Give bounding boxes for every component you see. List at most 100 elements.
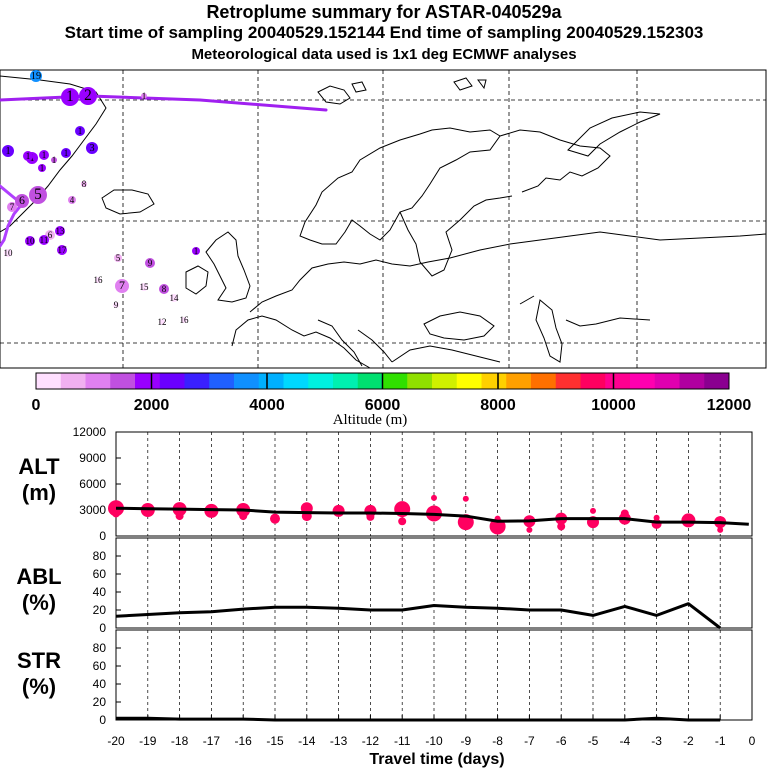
ytick-label: 3000 xyxy=(79,503,106,517)
plume-cluster-marker xyxy=(57,245,67,255)
colorbar-swatch xyxy=(135,373,161,389)
altitude-cluster-dot xyxy=(398,517,407,526)
colorbar-swatch xyxy=(234,373,260,389)
plume-cluster-label: 1 xyxy=(40,163,45,173)
xtick-label: -11 xyxy=(394,734,411,748)
colorbar-tick-label: 0 xyxy=(32,397,41,414)
altitude-cluster-dot xyxy=(175,512,184,521)
xtick-label: -7 xyxy=(524,734,535,748)
ylabel-line: (%) xyxy=(22,674,56,699)
colorbar-swatch xyxy=(110,373,136,389)
colorbar-tick-label: 10000 xyxy=(591,397,636,414)
ylabel-line: ABL xyxy=(16,564,61,589)
plume-cluster-marker xyxy=(79,87,97,105)
map-gridlines xyxy=(0,70,766,368)
ytick-label: 80 xyxy=(93,641,107,655)
plume-cluster-marker xyxy=(86,142,98,154)
altitude-cluster-dot xyxy=(366,512,375,521)
plume-cluster-label: 7 xyxy=(119,278,125,292)
plume-cluster-marker xyxy=(95,277,101,283)
series-line-str xyxy=(116,716,721,722)
plume-cluster-label: 9 xyxy=(114,300,119,310)
plume-cluster-label: 1 xyxy=(66,88,74,105)
plume-cluster-label: 19 xyxy=(31,71,41,82)
colorbar-swatch xyxy=(382,373,408,389)
colorbar-tick-label: 12000 xyxy=(707,397,752,414)
plume-cluster-marker xyxy=(81,181,87,187)
ytick-label: 60 xyxy=(93,659,107,673)
plume-cluster-label: 11 xyxy=(40,235,49,245)
ytick-label: 6000 xyxy=(79,477,106,491)
ytick-label: 0 xyxy=(99,713,106,727)
plume-cluster-marker xyxy=(192,247,200,255)
xtick-label: -13 xyxy=(330,734,348,748)
plume-cluster-marker xyxy=(39,150,49,160)
colorbar-swatch xyxy=(630,373,656,389)
plume-cluster-marker xyxy=(68,196,76,204)
ytick-label: 80 xyxy=(93,549,107,563)
plume-cluster-label: 1 xyxy=(52,155,57,165)
colorbar-swatch xyxy=(432,373,458,389)
xtick-label: -16 xyxy=(235,734,253,748)
plume-cluster-marker xyxy=(55,226,65,236)
colorbar-swatch xyxy=(481,373,507,389)
colorbar-tick-label: 2000 xyxy=(134,397,170,414)
plume-cluster-label: 1 xyxy=(78,126,83,136)
sampling-times: Start time of sampling 20040529.152144 E… xyxy=(64,23,704,42)
altitude-cluster-dot xyxy=(590,507,596,514)
plume-cluster-marker xyxy=(75,126,85,136)
xtick-label: -18 xyxy=(171,734,189,748)
altitude-cluster-dot xyxy=(431,494,437,501)
plume-cluster-marker xyxy=(140,283,148,291)
plume-cluster-label: 10 xyxy=(26,236,36,246)
plume-cluster-label: 16 xyxy=(180,315,190,325)
colorbar-swatch xyxy=(209,373,235,389)
plume-cluster-label: 10 xyxy=(4,248,14,258)
series-line-alt xyxy=(115,506,749,526)
coastlines xyxy=(0,75,767,369)
xtick-label: -15 xyxy=(266,734,284,748)
colorbar-swatch xyxy=(555,373,581,389)
plume-cluster-label: 5 xyxy=(116,253,121,263)
series-line-abl xyxy=(115,602,722,630)
altitude-cluster-dot xyxy=(681,513,696,528)
plume-cluster-label: 14 xyxy=(170,293,180,303)
plume-cluster-marker xyxy=(23,151,33,161)
plume-cluster-label: 12 xyxy=(158,317,167,327)
colorbar-swatch xyxy=(407,373,433,389)
xtick-label: -1 xyxy=(715,734,726,748)
plume-cluster-label: 2 xyxy=(84,87,92,104)
altitude-cluster-dot xyxy=(332,504,345,517)
ylabel-line: STR xyxy=(17,648,61,673)
plume-cluster-marker xyxy=(61,148,71,158)
plume-cluster-label: 13 xyxy=(56,226,66,236)
xtick-label: 0 xyxy=(749,734,756,748)
ytick-label: 9000 xyxy=(79,451,106,465)
colorbar-swatch xyxy=(704,373,730,389)
plume-cluster-marker xyxy=(159,284,169,294)
colorbar-swatch xyxy=(333,373,359,389)
plume-cluster-marker xyxy=(113,302,119,308)
altitude-colorbar: 0 2000 4000 6000 8000 10000 12000 xyxy=(32,372,752,414)
plume-cluster-marker xyxy=(2,145,14,157)
colorbar-swatch xyxy=(357,373,383,389)
ytick-label: 0 xyxy=(99,621,106,635)
colorbar-swatch xyxy=(283,373,309,389)
altitude-cluster-dot xyxy=(557,522,566,531)
altitude-cluster-dot xyxy=(620,509,629,518)
plume-cluster-label: 8 xyxy=(162,284,167,294)
colorbar-tick-label: 4000 xyxy=(249,397,285,414)
colorbar-tick-label: 6000 xyxy=(365,397,401,414)
altitude-cluster-dot xyxy=(462,495,469,502)
xtick-label: -6 xyxy=(556,734,567,748)
plume-cluster-label: 5 xyxy=(34,186,42,203)
colorbar-swatch xyxy=(654,373,680,389)
ytick-label: 20 xyxy=(93,695,107,709)
map-markers: 1912111111311184567613101711510191671589… xyxy=(2,70,200,327)
xaxis-title: Travel time (days) xyxy=(369,751,504,768)
plume-cluster-label: 4 xyxy=(70,195,75,205)
colorbar-swatch xyxy=(60,373,86,389)
ylabel-line: (m) xyxy=(22,480,56,505)
plume-cluster-marker xyxy=(145,258,155,268)
plume-cluster-marker xyxy=(4,249,12,257)
